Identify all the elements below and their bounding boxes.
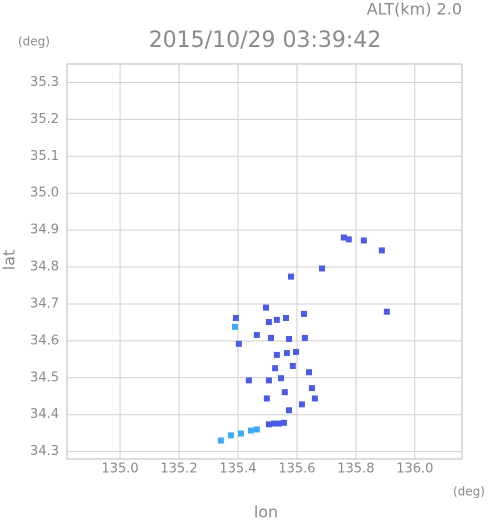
x-tick-label: 135.0 (101, 462, 138, 477)
x-tick-label: 135.4 (219, 462, 256, 477)
echo-cell (301, 334, 308, 341)
echo-cell (265, 421, 272, 428)
echo-cell (280, 419, 287, 426)
echo-cell (285, 336, 292, 343)
echo-cell (265, 319, 272, 326)
y-axis-label: lat (0, 250, 19, 271)
echo-cell (285, 407, 292, 414)
echo-cell (273, 316, 280, 323)
echo-cell (245, 377, 252, 384)
echo-cell (293, 348, 300, 355)
echo-cell (253, 331, 260, 338)
echo-cell (318, 265, 325, 272)
echo-cell (272, 365, 279, 372)
echo-cell (298, 401, 305, 408)
echo-cell (227, 432, 234, 439)
plot-frame (66, 63, 463, 460)
x-tick-label: 135.8 (337, 462, 374, 477)
echo-cell (360, 237, 367, 244)
echo-cell (275, 420, 282, 427)
echo-cell (340, 234, 347, 241)
echo-cell (253, 426, 260, 433)
echo-cell (378, 247, 385, 254)
echo-cell (262, 304, 269, 311)
echo-cell (306, 369, 313, 376)
y-tick-label: 35.1 (30, 149, 59, 164)
y-tick-label: 35.3 (30, 75, 59, 90)
y-tick-label: 34.3 (30, 444, 59, 459)
chart-title: 2015/10/29 03:39:42 (149, 28, 382, 53)
echo-cell (283, 314, 290, 321)
y-tick-label: 34.9 (30, 223, 59, 238)
y-tick-label: 34.5 (30, 370, 59, 385)
y-tick-label: 34.7 (30, 296, 59, 311)
echo-cell (232, 323, 239, 330)
y-tick-label: 35.0 (30, 186, 59, 201)
y-tick-label: 35.2 (30, 112, 59, 127)
echo-cell (345, 236, 352, 243)
y-tick-label: 34.8 (30, 260, 59, 275)
echo-cell (301, 310, 307, 317)
y-tick-label: 34.4 (30, 407, 59, 422)
echo-cell (278, 375, 285, 382)
echo-cell (237, 430, 244, 437)
x-tick-label: 135.2 (160, 462, 197, 477)
echo-cell (308, 385, 315, 392)
x-axis-label: lon (254, 503, 278, 521)
echo-cell (235, 340, 242, 347)
echo-cell (273, 351, 280, 358)
echo-cell (383, 308, 390, 315)
y-tick-label: 34.6 (30, 333, 59, 348)
x-tick-label: 136.0 (396, 462, 433, 477)
echo-cell (288, 273, 295, 280)
echo-cell (265, 377, 272, 384)
echo-cell (247, 427, 254, 434)
echo-cell (267, 334, 274, 341)
echo-cell (217, 437, 224, 444)
x-tick-label: 135.6 (278, 462, 315, 477)
altitude-label: ALT(km) 2.0 (367, 0, 462, 19)
y-unit: (deg) (18, 35, 50, 49)
echo-cell (283, 350, 290, 357)
echo-cell (311, 395, 318, 402)
echo-cell (232, 314, 239, 321)
echo-cell (270, 420, 277, 427)
echo-cell (263, 395, 270, 402)
x-unit: (deg) (453, 485, 485, 499)
echo-cell (289, 362, 296, 369)
echo-cell (281, 389, 288, 396)
